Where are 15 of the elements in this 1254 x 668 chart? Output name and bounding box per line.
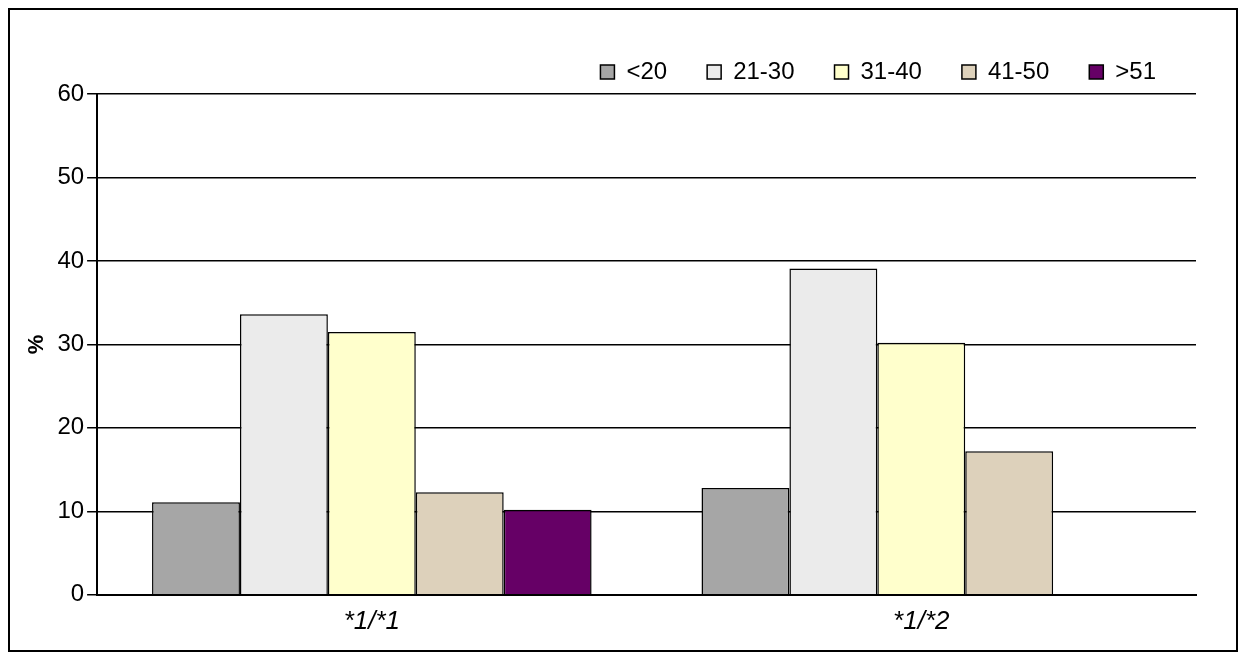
y-tick-label: 20 xyxy=(57,412,85,440)
y-tick-label: 30 xyxy=(57,329,85,357)
legend-label: 31-40 xyxy=(860,56,922,84)
x-tick-label: *1/*1 xyxy=(343,604,401,635)
x-tick-label: *1/*2 xyxy=(893,604,950,635)
y-tick-label: 40 xyxy=(57,245,85,273)
y-tick-label: 10 xyxy=(57,495,85,523)
legend-label: 41-50 xyxy=(987,56,1050,84)
y-tick-label: 60 xyxy=(57,78,85,106)
y-axis-title: % xyxy=(23,334,49,355)
legend-label: 21-30 xyxy=(733,56,795,84)
legend-label: <20 xyxy=(626,56,668,84)
y-tick-label: 50 xyxy=(57,162,85,190)
legend-label: >51 xyxy=(1115,56,1157,84)
y-tick-label: 0 xyxy=(70,579,85,607)
